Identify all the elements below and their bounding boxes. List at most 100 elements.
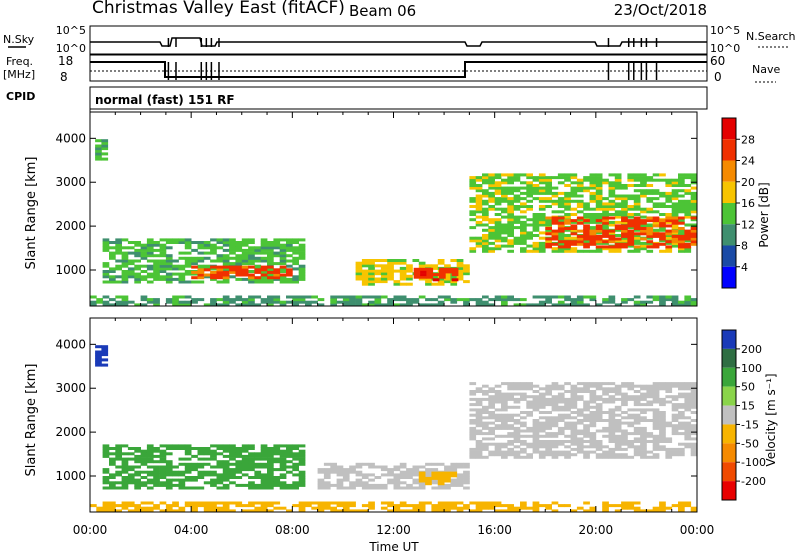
data-cell <box>576 221 584 225</box>
data-cell <box>159 468 167 472</box>
data-cell <box>595 382 603 386</box>
data-cell <box>614 405 622 409</box>
data-cell <box>602 300 609 304</box>
data-cell <box>216 238 224 242</box>
data-cell <box>456 264 464 268</box>
data-cell <box>614 426 622 430</box>
nsky-tick-low: 10^0 <box>56 42 86 55</box>
data-cell <box>191 447 198 450</box>
data-cell <box>583 424 590 428</box>
data-cell <box>101 144 109 148</box>
data-cell <box>298 243 306 247</box>
data-cell <box>134 454 141 458</box>
data-cell <box>595 241 603 245</box>
colorbar-segment <box>722 481 736 500</box>
data-cell <box>583 450 590 454</box>
data-cell <box>488 506 495 510</box>
data-cell <box>652 220 660 224</box>
data-cell <box>279 262 287 266</box>
data-cell <box>368 483 375 487</box>
data-cell <box>538 249 546 253</box>
data-cell <box>279 465 287 469</box>
data-cell <box>115 243 122 247</box>
data-cell <box>520 181 527 185</box>
data-cell <box>501 421 508 425</box>
data-cell <box>298 277 306 281</box>
colorbar-tick-label: 8 <box>741 240 748 253</box>
data-cell <box>564 205 571 208</box>
data-cell <box>475 202 483 206</box>
data-cell <box>463 470 470 474</box>
data-cell <box>538 392 546 396</box>
data-cell <box>286 460 293 464</box>
data-cell <box>469 419 477 422</box>
data-cell <box>640 223 647 227</box>
data-cell <box>557 392 565 396</box>
data-cell <box>564 173 571 177</box>
data-cell <box>121 298 129 302</box>
data-cell <box>583 400 590 404</box>
data-cell <box>633 421 641 425</box>
data-cell <box>520 450 527 454</box>
data-cell <box>520 205 527 208</box>
data-cell <box>646 392 654 396</box>
data-cell <box>589 184 597 187</box>
data-cell <box>545 220 552 224</box>
data-cell <box>513 413 521 417</box>
data-cell <box>298 254 306 258</box>
data-cell <box>342 501 350 505</box>
data-cell <box>140 256 148 260</box>
data-cell <box>538 440 546 443</box>
data-cell <box>115 457 122 461</box>
data-cell <box>513 440 521 443</box>
data-cell <box>146 241 154 244</box>
data-cell <box>418 506 426 510</box>
data-cell <box>532 509 540 513</box>
data-cell <box>95 144 102 148</box>
data-cell <box>121 277 129 281</box>
data-cell <box>494 408 502 412</box>
data-cell <box>690 234 698 238</box>
data-cell <box>678 240 685 244</box>
data-cell <box>551 395 559 399</box>
data-cell <box>159 248 167 252</box>
data-cell <box>576 429 584 433</box>
data-cell <box>102 449 110 453</box>
data-cell <box>652 392 660 396</box>
data-cell <box>494 228 502 232</box>
data-cell <box>197 273 205 277</box>
data-cell <box>172 465 179 469</box>
data-cell <box>248 241 255 244</box>
data-cell <box>576 442 584 446</box>
data-cell <box>286 486 293 490</box>
data-cell <box>115 470 122 474</box>
data-cell <box>482 191 489 195</box>
data-cell <box>614 397 622 401</box>
data-cell <box>450 504 458 508</box>
data-cell <box>267 251 274 255</box>
data-cell <box>349 465 356 469</box>
data-cell <box>671 303 679 307</box>
data-cell <box>153 300 160 304</box>
data-cell <box>229 462 236 466</box>
data-cell <box>191 462 198 466</box>
data-cell <box>203 501 211 505</box>
data-cell <box>267 300 274 304</box>
data-cell <box>690 424 698 428</box>
data-cell <box>197 259 205 263</box>
data-cell <box>513 392 521 396</box>
data-cell <box>292 248 299 252</box>
data-cell <box>279 265 287 269</box>
data-cell <box>583 403 590 407</box>
data-cell <box>678 189 685 193</box>
data-cell <box>678 405 685 409</box>
data-cell <box>96 509 103 513</box>
data-cell <box>520 429 527 433</box>
data-cell <box>665 447 673 451</box>
data-cell <box>222 277 230 281</box>
data-cell <box>229 470 236 474</box>
data-cell <box>665 247 673 251</box>
data-cell <box>589 421 597 425</box>
data-cell <box>159 452 167 456</box>
data-cell <box>589 232 597 236</box>
